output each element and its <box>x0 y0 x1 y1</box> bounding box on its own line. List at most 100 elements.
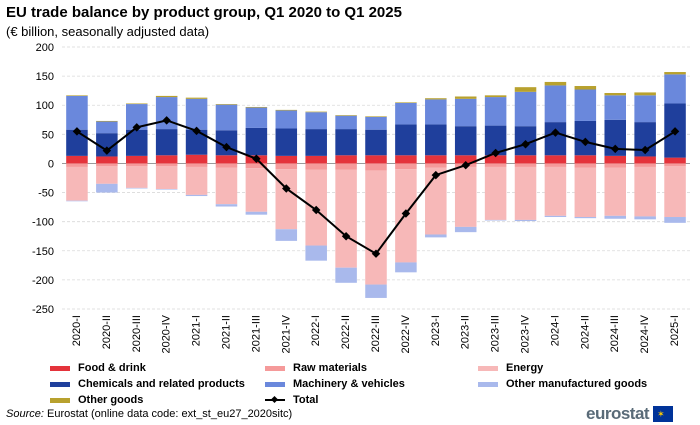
bar-other-manufactured-goods <box>245 211 268 215</box>
bar-energy <box>425 167 447 235</box>
bar-machinery-vehicles <box>484 97 507 126</box>
bar-energy <box>66 166 88 201</box>
bar-other-goods <box>125 103 148 105</box>
y-tick-label: -200 <box>32 275 54 287</box>
x-tick-label: 2024-IV <box>639 314 651 353</box>
x-tick-label: 2020-III <box>131 315 143 352</box>
bar-other-goods <box>365 116 387 117</box>
bar-raw-materials <box>245 163 268 169</box>
bar-chemicals-and-related-products <box>425 124 447 156</box>
bar-other-goods <box>484 95 507 98</box>
bar-other-manufactured-goods <box>96 183 118 193</box>
total-marker <box>192 126 201 136</box>
x-tick-label: 2021-I <box>191 315 203 346</box>
eu-flag-icon: ✶ <box>653 406 674 422</box>
legend-label-chemicals: Chemicals and related products <box>78 378 245 390</box>
bar-chemicals-and-related-products <box>155 129 178 156</box>
x-tick-label: 2020-IV <box>161 314 173 353</box>
bar-food-drink <box>125 155 148 164</box>
bar-chemicals-and-related-products <box>454 126 477 156</box>
legend-item-raw-materials: Raw materials <box>265 362 367 374</box>
bar-machinery-vehicles <box>634 95 656 123</box>
total-marker <box>341 231 351 241</box>
bar-other-goods <box>305 111 327 113</box>
bar-raw-materials <box>155 163 178 167</box>
bar-food-drink <box>664 157 686 164</box>
bar-chemicals-and-related-products <box>66 129 88 156</box>
bar-food-drink <box>484 155 507 164</box>
legend-swatch-machinery <box>265 381 285 387</box>
bar-machinery-vehicles <box>66 95 88 130</box>
legend-item-machinery: Machinery & vehicles <box>265 378 405 390</box>
bar-other-goods <box>275 109 298 111</box>
bar-energy <box>574 167 597 218</box>
x-tick-label: 2021-III <box>250 315 262 352</box>
bar-energy <box>604 167 627 216</box>
legend-label-other-manufactured: Other manufactured goods <box>506 378 648 390</box>
bar-other-manufactured-goods <box>425 234 447 238</box>
bar-raw-materials <box>275 163 298 170</box>
bar-other-manufactured-goods <box>664 217 686 223</box>
bar-food-drink <box>305 155 327 164</box>
total-marker <box>401 209 411 218</box>
bar-other-goods <box>185 97 208 99</box>
bar-food-drink <box>155 155 178 164</box>
bar-other-goods <box>604 92 627 96</box>
bar-food-drink <box>454 155 477 164</box>
bar-energy <box>245 168 268 212</box>
bar-chemicals-and-related-products <box>245 127 268 156</box>
chart-subtitle: (€ billion, seasonally adjusted data) <box>6 24 210 39</box>
bar-machinery-vehicles <box>574 89 597 121</box>
bar-other-manufactured-goods <box>335 267 357 283</box>
bar-machinery-vehicles <box>395 102 417 125</box>
bar-raw-materials <box>544 163 567 167</box>
x-tick-label: 2024-II <box>579 315 591 349</box>
bar-raw-materials <box>395 163 417 170</box>
bar-food-drink <box>185 154 208 164</box>
bar-energy <box>484 166 507 220</box>
bar-energy <box>125 166 148 188</box>
bar-other-goods <box>425 98 447 100</box>
bar-raw-materials <box>125 163 148 167</box>
bar-raw-materials <box>604 163 627 168</box>
bar-chemicals-and-related-products <box>96 133 118 157</box>
y-tick-label: 150 <box>36 71 54 83</box>
bar-other-goods <box>96 120 118 122</box>
legend-item-total: Total <box>265 394 318 406</box>
bar-food-drink <box>96 156 118 164</box>
bar-machinery-vehicles <box>125 104 148 130</box>
chart-title: EU trade balance by product group, Q1 20… <box>6 4 402 21</box>
legend-swatch-energy <box>478 365 498 371</box>
bar-other-manufactured-goods <box>574 217 597 219</box>
source-note: Source: Eurostat (online data code: ext_… <box>6 408 292 420</box>
bar-raw-materials <box>574 163 597 168</box>
bar-raw-materials <box>66 163 88 167</box>
bar-other-manufactured-goods <box>215 204 238 207</box>
bar-raw-materials <box>514 163 537 167</box>
x-tick-label: 2023-III <box>490 315 502 352</box>
total-marker <box>72 127 82 136</box>
bar-other-manufactured-goods <box>634 216 656 220</box>
total-marker <box>461 160 470 170</box>
total-marker <box>162 116 171 125</box>
source-text: Eurostat (online data code: ext_st_eu27_… <box>46 408 293 420</box>
bar-food-drink <box>66 155 88 164</box>
x-tick-label: 2022-I <box>310 315 322 346</box>
bar-machinery-vehicles <box>185 98 208 130</box>
bar-other-goods <box>544 81 567 86</box>
legend-swatch-food-drink <box>50 365 70 371</box>
bar-food-drink <box>544 155 567 164</box>
legend-label-food-drink: Food & drink <box>78 362 146 374</box>
bar-energy <box>664 166 686 218</box>
bar-food-drink <box>335 155 357 164</box>
bar-machinery-vehicles <box>454 98 477 127</box>
bar-raw-materials <box>365 163 387 171</box>
total-marker <box>222 142 231 152</box>
bar-other-goods <box>514 87 537 92</box>
bar-machinery-vehicles <box>664 74 686 104</box>
y-tick-label: -100 <box>32 217 54 229</box>
bar-other-manufactured-goods <box>514 219 537 222</box>
eurostat-logo: eurostat ✶ <box>586 404 674 424</box>
bar-other-goods <box>574 86 597 90</box>
total-marker <box>132 123 142 132</box>
